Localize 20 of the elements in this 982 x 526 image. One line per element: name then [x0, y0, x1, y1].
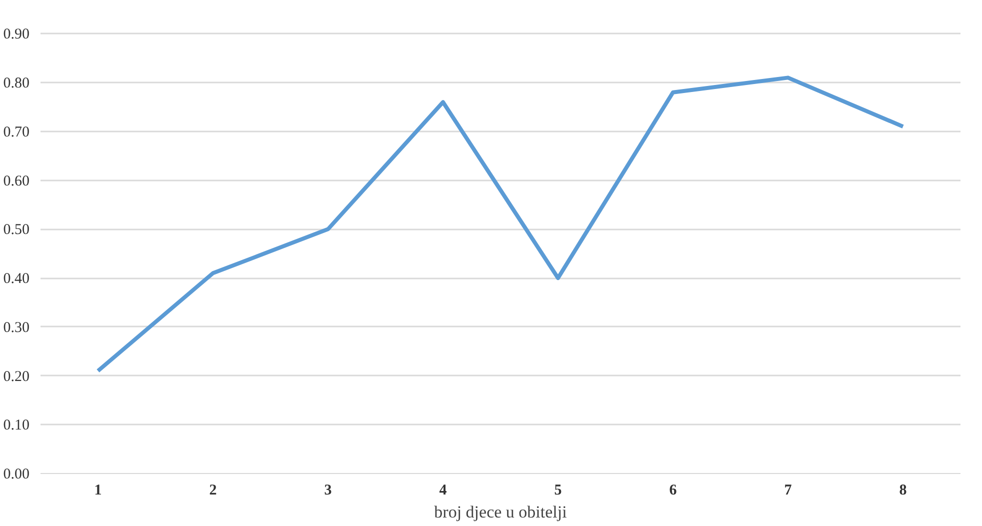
y-tick-label: 0.10: [3, 418, 30, 434]
x-tick-label: 8: [899, 482, 907, 498]
x-tick-label: 6: [669, 482, 678, 498]
line-series: [96, 76, 905, 373]
y-tick-label: 0.20: [3, 368, 30, 385]
y-tick-label: 0.70: [3, 124, 30, 140]
x-axis-title: broj djece u obitelji: [434, 502, 568, 522]
y-tick-label: 0.30: [3, 320, 30, 336]
y-tick-label: 0.80: [3, 76, 30, 92]
y-tick-label: 0.50: [3, 222, 30, 238]
y-tick-label: 0.60: [3, 173, 30, 190]
y-tick-label: 0.90: [3, 26, 30, 43]
x-tick-label: 3: [324, 482, 332, 498]
y-tick-label: 0.40: [3, 271, 30, 288]
y-tick-label: 0.00: [3, 466, 30, 482]
x-tick-label: 7: [784, 482, 792, 498]
x-tick-label: 2: [209, 482, 217, 498]
x-tick-label: 5: [554, 482, 562, 498]
x-tick-label: 1: [94, 482, 102, 498]
x-tick-label: 4: [439, 482, 448, 498]
